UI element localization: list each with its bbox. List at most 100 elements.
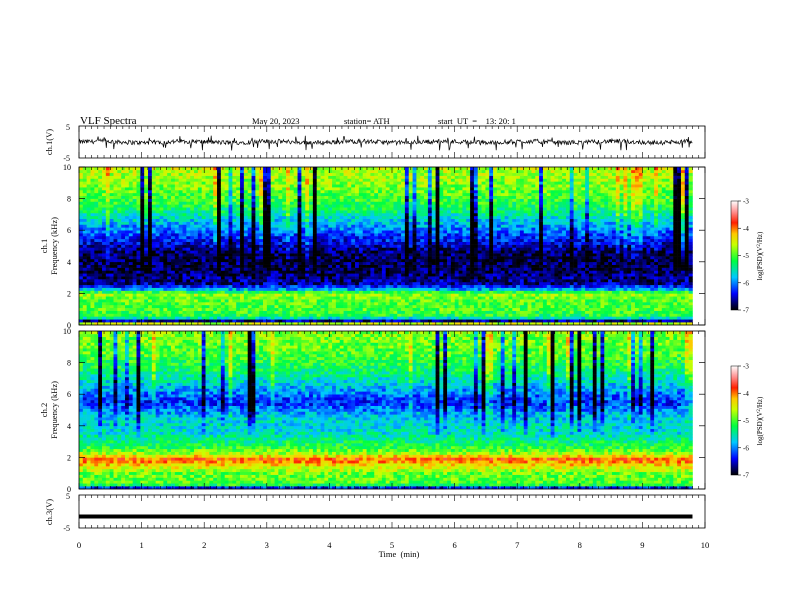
spectrogram-cell bbox=[343, 198, 348, 202]
spectrogram-cell bbox=[90, 207, 95, 211]
spectrogram-cell bbox=[243, 215, 248, 220]
spectrogram-cell bbox=[309, 181, 314, 185]
spectrogram-cell bbox=[301, 169, 306, 174]
spectrogram-cell bbox=[266, 175, 272, 179]
spectrogram-cell bbox=[282, 296, 287, 300]
spectrogram-cell bbox=[228, 187, 233, 191]
spectrogram-cell bbox=[305, 198, 310, 202]
spectrogram-cell bbox=[121, 319, 126, 323]
spectrogram-cell bbox=[201, 207, 206, 211]
spectrogram-cell bbox=[420, 233, 425, 237]
spectrogram-cell bbox=[186, 230, 191, 234]
spectrogram-cell bbox=[416, 270, 421, 274]
spectrogram-cell bbox=[332, 175, 337, 179]
spectrogram-cell bbox=[412, 313, 417, 317]
spectrogram-cell bbox=[217, 299, 222, 303]
spectrogram-cell bbox=[109, 167, 114, 171]
spectrogram-cell bbox=[136, 175, 141, 179]
spectrogram-cell bbox=[163, 276, 168, 280]
spectrogram-cell bbox=[305, 169, 310, 174]
spectrogram-cell bbox=[408, 184, 413, 188]
spectrogram-cell bbox=[94, 310, 99, 314]
spectrogram-cell bbox=[278, 198, 283, 202]
spectrogram-cell bbox=[159, 270, 164, 274]
spectrogram-cell bbox=[102, 261, 107, 265]
spectrogram-cell bbox=[178, 293, 183, 297]
spectrogram-cell bbox=[182, 304, 187, 309]
spectrogram-cell bbox=[370, 250, 375, 254]
spectrogram-cell bbox=[132, 322, 137, 326]
spectrogram-cell bbox=[128, 270, 133, 274]
spectrogram-cell bbox=[362, 198, 367, 202]
spectrogram-cell bbox=[320, 273, 325, 277]
spectrogram-cell bbox=[305, 279, 310, 283]
spectrogram-cell bbox=[366, 192, 371, 197]
spectrogram-cell bbox=[259, 175, 264, 179]
spectrogram-cell bbox=[151, 215, 156, 220]
spectrogram-cell bbox=[416, 267, 421, 271]
spectrogram-cell bbox=[102, 204, 107, 208]
spectrogram-cell bbox=[324, 172, 329, 176]
spectrogram-cell bbox=[282, 241, 287, 245]
spectrogram-cell bbox=[366, 293, 371, 297]
spectrogram-cell bbox=[79, 304, 84, 309]
spectrogram-cell bbox=[397, 250, 402, 254]
spectrogram-cell bbox=[220, 204, 225, 208]
spectrogram-cell bbox=[148, 307, 153, 311]
spectrogram-cell bbox=[305, 287, 310, 291]
spectrogram-cell bbox=[385, 198, 390, 202]
spectrogram-cell bbox=[381, 279, 387, 283]
spectrogram-cell bbox=[243, 204, 248, 208]
spectrogram-cell bbox=[136, 307, 141, 311]
spectrogram-cell bbox=[335, 319, 341, 323]
spectrogram-cell bbox=[228, 218, 233, 222]
spectrogram-cell bbox=[378, 192, 383, 197]
spectrogram-cell bbox=[155, 175, 160, 179]
spectrogram-cell bbox=[79, 221, 84, 225]
spectrogram-cell bbox=[408, 192, 413, 197]
spectrogram-cell bbox=[144, 270, 149, 274]
spectrogram-cell bbox=[174, 270, 179, 274]
spectrogram-cell bbox=[125, 299, 130, 303]
spectrogram-cell bbox=[178, 273, 183, 277]
spectrogram-cell bbox=[401, 233, 406, 237]
spectrogram-cell bbox=[293, 195, 298, 199]
spectrogram-cell bbox=[381, 201, 387, 205]
spectrogram-cell bbox=[117, 293, 122, 297]
spectrogram-cell bbox=[351, 210, 356, 214]
spectrogram-cell bbox=[263, 233, 268, 237]
spectrogram-cell bbox=[328, 212, 333, 217]
spectrogram-cell bbox=[320, 169, 325, 174]
spectrogram-cell bbox=[416, 233, 421, 237]
spectrogram-cell bbox=[263, 322, 268, 326]
spectrogram-cell bbox=[274, 270, 279, 274]
spectrogram-cell bbox=[79, 290, 84, 294]
spectrogram-cell bbox=[259, 212, 264, 217]
spectrogram-cell bbox=[381, 215, 387, 220]
spectrogram-cell bbox=[301, 307, 306, 311]
spectrogram-cell bbox=[243, 175, 248, 179]
spectrogram-cell bbox=[263, 218, 268, 222]
spectrogram-cell bbox=[259, 235, 264, 240]
spectrogram-cell bbox=[247, 175, 252, 179]
spectrogram-cell bbox=[351, 204, 356, 208]
spectrogram-cell bbox=[178, 296, 183, 300]
spectrogram-cell bbox=[178, 284, 183, 288]
spectrogram-cell bbox=[397, 296, 402, 300]
spectrogram-cell bbox=[209, 167, 214, 171]
spectrogram-cell bbox=[151, 279, 156, 283]
spectrogram-cell bbox=[240, 238, 245, 242]
spectrogram-cell bbox=[351, 261, 356, 265]
spectrogram-cell bbox=[408, 172, 413, 176]
spectrogram-cell bbox=[228, 207, 233, 211]
spectrogram-cell bbox=[324, 184, 329, 188]
spectrogram-cell bbox=[401, 270, 406, 274]
spectrogram-cell bbox=[136, 172, 141, 176]
spectrogram-cell bbox=[312, 210, 318, 214]
spectrogram-cell bbox=[412, 201, 417, 205]
spectrogram-cell bbox=[255, 261, 260, 265]
spectrogram-cell bbox=[209, 264, 214, 268]
spectrogram-cell bbox=[163, 299, 168, 303]
spectrogram-cell bbox=[113, 250, 118, 254]
spectrogram-cell bbox=[182, 261, 187, 265]
